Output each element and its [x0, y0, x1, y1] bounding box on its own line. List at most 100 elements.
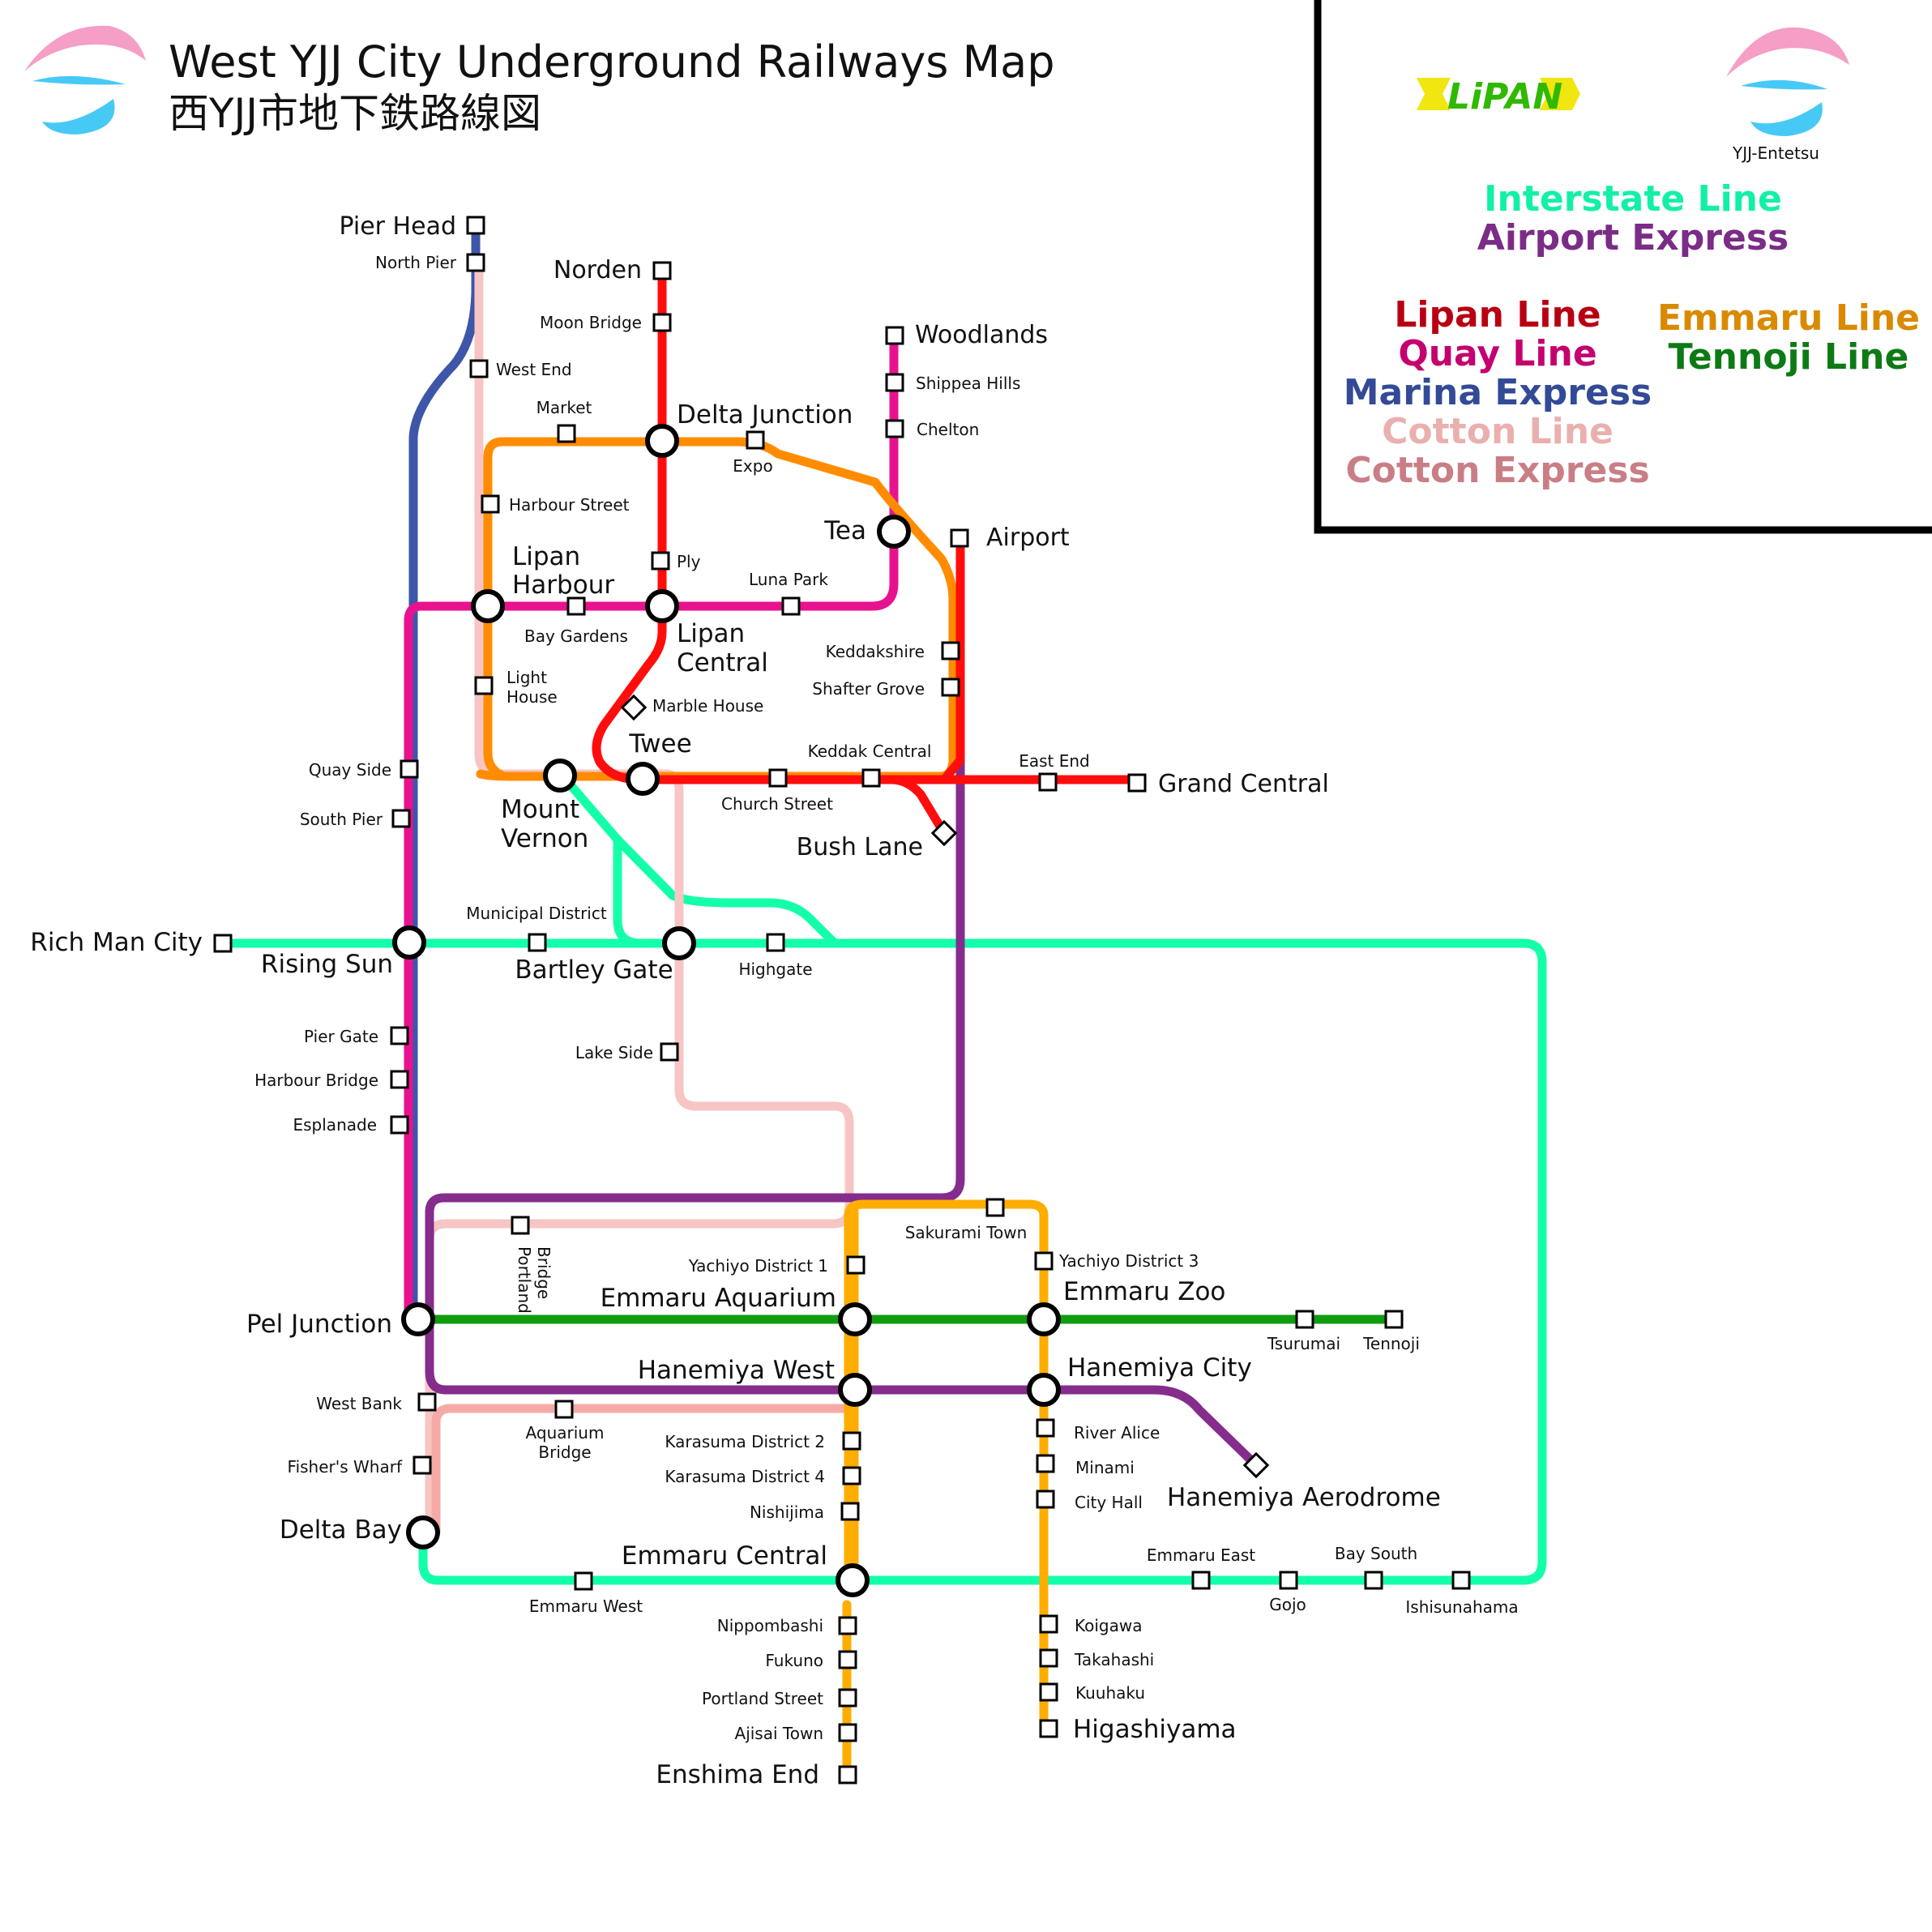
station-keddakshire[interactable]: Keddakshire: [826, 641, 960, 661]
station-emmaru-east[interactable]: Emmaru East: [1147, 1545, 1255, 1590]
station-fishers-wharf[interactable]: Fisher's Wharf: [288, 1455, 432, 1477]
station-bartley-gate[interactable]: Bartley Gate: [515, 926, 696, 985]
station-municipal-district[interactable]: Municipal District: [466, 904, 607, 952]
station-portland-street[interactable]: Portland Street: [702, 1688, 857, 1708]
interchange-marker[interactable]: [838, 1373, 872, 1407]
station-shafter-grove[interactable]: Shafter Grove: [812, 677, 960, 699]
stop-marker[interactable]: [1364, 1571, 1383, 1590]
station-bay-gardens[interactable]: Bay Gardens: [524, 596, 628, 646]
station-pel-junction[interactable]: Pel Junction: [246, 1302, 435, 1339]
stop-marker[interactable]: [768, 768, 788, 788]
stop-marker[interactable]: [766, 933, 785, 952]
station-woodlands[interactable]: Woodlands: [885, 321, 1048, 349]
station-lipan-central[interactable]: Lipan Central: [645, 589, 768, 677]
station-delta-bay[interactable]: Delta Bay: [280, 1515, 440, 1549]
station-fukuno[interactable]: Fukuno: [765, 1650, 857, 1670]
stop-marker[interactable]: [557, 424, 576, 443]
station-east-end[interactable]: East End: [1019, 751, 1090, 792]
stop-marker[interactable]: [885, 373, 904, 392]
interchange-marker[interactable]: [645, 589, 679, 623]
station-river-alice[interactable]: River Alice: [1036, 1418, 1160, 1443]
stop-marker[interactable]: [746, 430, 765, 450]
station-south-pier[interactable]: South Pier: [300, 809, 411, 829]
stop-marker[interactable]: [985, 1198, 1005, 1217]
station-lipan-harbour[interactable]: Lipan Harbour: [471, 542, 614, 623]
station-higashiyama[interactable]: Higashiyama: [1039, 1715, 1237, 1744]
station-hanemiya-west[interactable]: Hanemiya West: [638, 1356, 872, 1407]
stop-marker[interactable]: [838, 1765, 857, 1785]
stop-marker[interactable]: [1039, 1719, 1058, 1738]
station-north-pier[interactable]: North Pier: [375, 253, 485, 272]
stop-marker[interactable]: [885, 419, 904, 438]
station-esplanade[interactable]: Esplanade: [293, 1115, 409, 1135]
station-rising-sun[interactable]: Rising Sun: [261, 925, 426, 979]
station-expo[interactable]: Expo: [733, 430, 773, 476]
terminus-marker[interactable]: [930, 819, 958, 847]
station-ajisai-town[interactable]: Ajisai Town: [735, 1723, 857, 1743]
stop-marker[interactable]: [528, 933, 547, 952]
station-emmaru-zoo[interactable]: Emmaru Zoo: [1027, 1277, 1225, 1336]
stop-marker[interactable]: [400, 759, 419, 779]
station-delta-junction[interactable]: Delta Junction: [645, 400, 853, 458]
stop-marker[interactable]: [390, 1026, 409, 1045]
interchange-marker[interactable]: [392, 925, 426, 960]
station-harbour-bridge[interactable]: Harbour Bridge: [254, 1070, 409, 1090]
station-ply[interactable]: Ply: [651, 551, 701, 571]
stop-marker[interactable]: [1191, 1571, 1211, 1590]
stop-marker[interactable]: [390, 1070, 409, 1089]
station-west-end[interactable]: West End: [469, 359, 572, 379]
station-yachiyo-3[interactable]: Yachiyo District 3: [1034, 1251, 1199, 1271]
station-market[interactable]: Market: [536, 398, 592, 443]
station-hanemiya-city[interactable]: Hanemiya City: [1027, 1353, 1252, 1407]
interchange-marker[interactable]: [1027, 1302, 1061, 1336]
stop-marker[interactable]: [838, 1723, 857, 1742]
station-luna-park[interactable]: Luna Park: [749, 570, 828, 616]
station-aquarium-bridge[interactable]: Aquarium Bridge: [526, 1400, 605, 1462]
stop-marker[interactable]: [1451, 1571, 1471, 1590]
stop-marker[interactable]: [554, 1400, 574, 1419]
stop-marker[interactable]: [652, 313, 672, 332]
interchange-marker[interactable]: [662, 926, 696, 960]
station-portland-bridge[interactable]: PortlandBridge: [511, 1216, 554, 1314]
station-quay-side[interactable]: Quay Side: [309, 759, 419, 780]
station-city-hall[interactable]: City Hall: [1036, 1490, 1143, 1512]
stop-marker[interactable]: [511, 1216, 530, 1235]
stop-marker[interactable]: [1039, 1614, 1058, 1634]
stop-marker[interactable]: [652, 261, 672, 280]
station-grand-central[interactable]: Grand Central: [1127, 770, 1329, 798]
station-yachiyo-1[interactable]: Yachiyo District 1: [688, 1255, 866, 1276]
station-church-street[interactable]: Church Street: [721, 768, 833, 814]
stop-marker[interactable]: [213, 934, 233, 953]
station-sakurami-town[interactable]: Sakurami Town: [905, 1198, 1028, 1242]
stop-marker[interactable]: [941, 641, 960, 660]
stop-marker[interactable]: [1039, 1648, 1058, 1668]
stop-marker[interactable]: [846, 1255, 866, 1275]
terminus-marker[interactable]: [620, 694, 648, 721]
stop-marker[interactable]: [1295, 1310, 1314, 1329]
interchange-marker[interactable]: [401, 1302, 435, 1336]
stop-marker[interactable]: [842, 1431, 861, 1451]
stop-marker[interactable]: [1039, 1682, 1058, 1702]
stop-marker[interactable]: [469, 359, 489, 378]
stop-marker[interactable]: [651, 551, 670, 571]
station-gojo[interactable]: Gojo: [1269, 1571, 1306, 1614]
station-pier-head[interactable]: Pier Head: [339, 212, 485, 241]
stop-marker[interactable]: [660, 1042, 679, 1062]
station-airport[interactable]: Airport: [950, 524, 1070, 552]
interchange-marker[interactable]: [836, 1563, 870, 1597]
stop-marker[interactable]: [1279, 1571, 1298, 1590]
station-harbour-street[interactable]: Harbour Street: [481, 494, 630, 515]
stop-marker[interactable]: [1036, 1490, 1055, 1509]
stop-marker[interactable]: [391, 809, 411, 828]
station-rich-man-city[interactable]: Rich Man City: [30, 928, 233, 957]
stop-marker[interactable]: [574, 1571, 593, 1591]
interchange-marker[interactable]: [626, 762, 660, 796]
stop-marker[interactable]: [838, 1616, 857, 1635]
stop-marker[interactable]: [1036, 1454, 1055, 1473]
interchange-marker[interactable]: [645, 424, 679, 458]
interchange-marker[interactable]: [838, 1302, 872, 1336]
station-tennoji[interactable]: Tennoji: [1362, 1310, 1420, 1353]
stop-marker[interactable]: [481, 494, 500, 514]
interchange-marker[interactable]: [406, 1515, 440, 1549]
station-emmaru-west[interactable]: Emmaru West: [529, 1571, 643, 1616]
